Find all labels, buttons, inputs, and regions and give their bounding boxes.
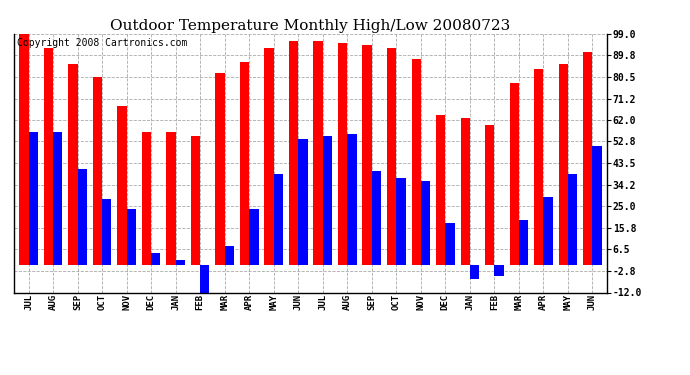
Title: Outdoor Temperature Monthly High/Low 20080723: Outdoor Temperature Monthly High/Low 200… [110,19,511,33]
Bar [43,48,53,264]
Bar [593,146,602,264]
Bar [77,169,87,264]
Bar [436,116,445,264]
Bar [559,64,568,264]
Bar [470,264,479,279]
Bar [313,41,323,264]
Bar [200,264,210,295]
Bar [387,48,396,264]
Bar [28,132,38,264]
Bar [421,181,430,264]
Bar [166,132,176,264]
Bar [372,171,381,264]
Bar [485,124,495,264]
Bar [264,48,274,264]
Bar [240,62,249,264]
Bar [519,220,529,264]
Bar [583,53,593,264]
Bar [568,174,578,264]
Bar [117,106,126,264]
Bar [191,136,200,264]
Bar [495,264,504,276]
Bar [338,43,347,264]
Bar [102,199,111,264]
Bar [411,59,421,264]
Bar [544,197,553,264]
Bar [323,136,332,264]
Bar [460,118,470,264]
Bar [445,223,455,264]
Bar [534,69,544,264]
Bar [362,45,372,264]
Bar [298,139,308,264]
Bar [274,174,283,264]
Bar [68,64,77,264]
Bar [215,74,225,264]
Bar [151,253,161,264]
Bar [142,132,151,264]
Bar [126,209,136,264]
Bar [176,260,185,264]
Bar [289,41,298,264]
Bar [19,34,28,264]
Bar [225,246,234,264]
Bar [347,134,357,264]
Bar [249,209,259,264]
Text: Copyright 2008 Cartronics.com: Copyright 2008 Cartronics.com [17,38,187,48]
Bar [396,178,406,264]
Bar [510,83,519,264]
Bar [92,77,102,264]
Bar [53,132,62,264]
